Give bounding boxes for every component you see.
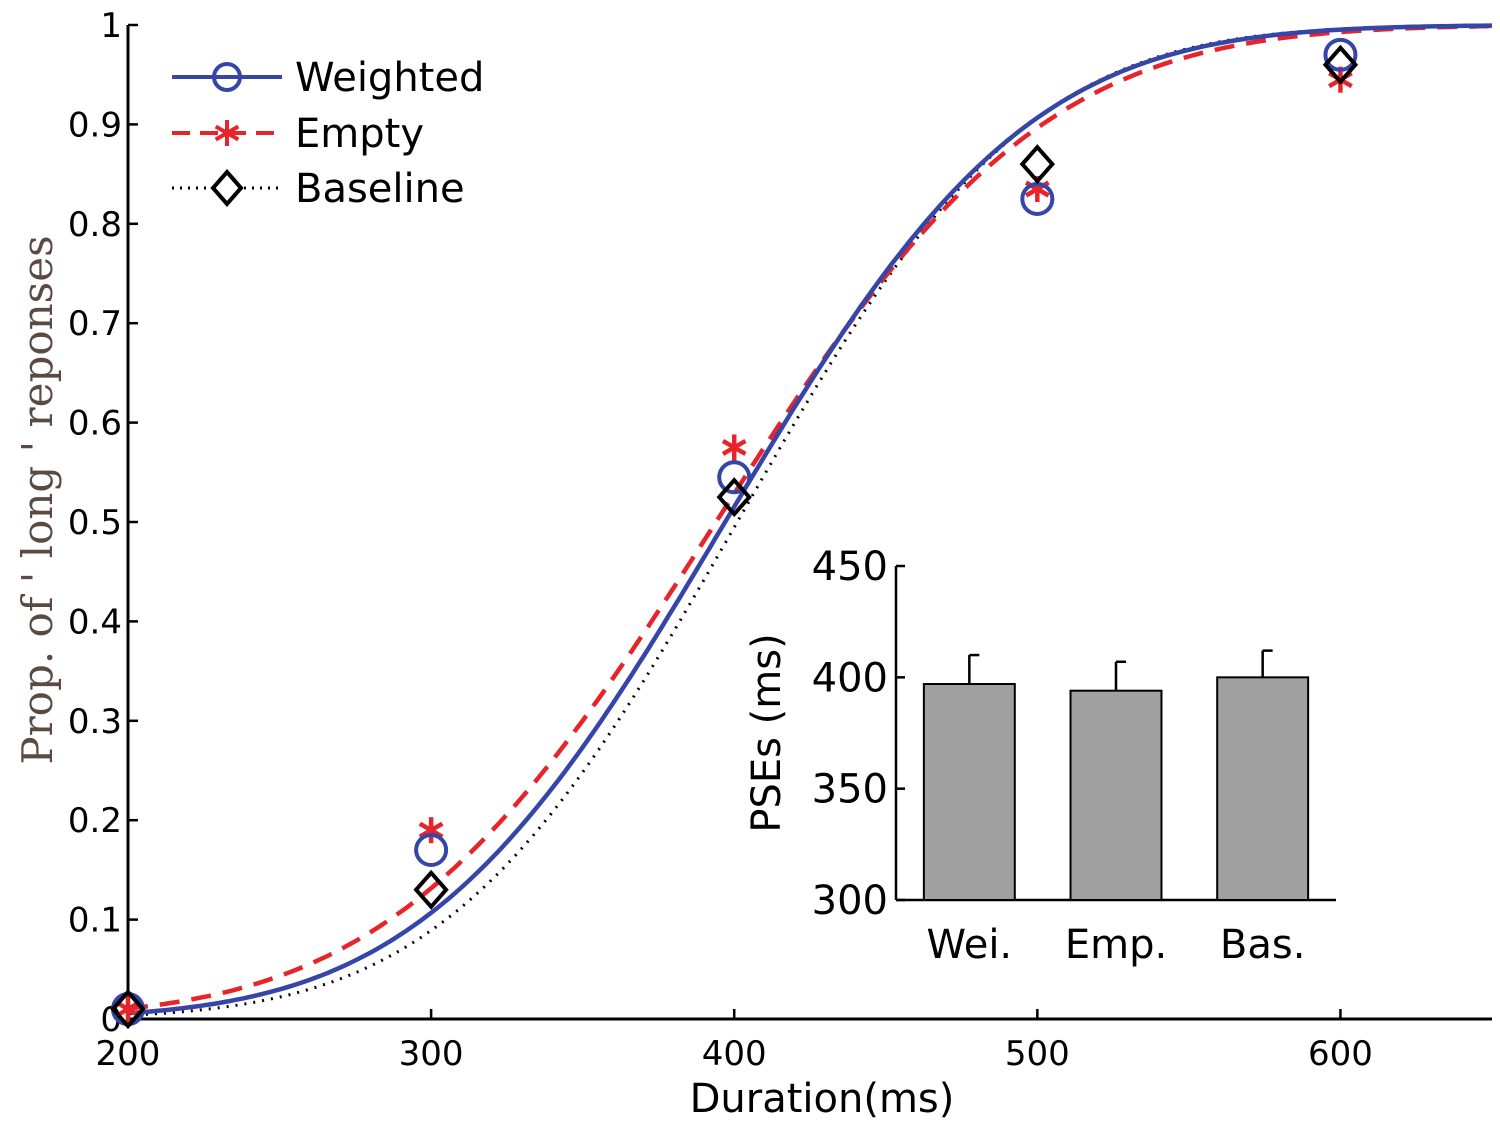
y-tick-label: 0.5 bbox=[68, 503, 122, 543]
marker-baseline bbox=[1322, 44, 1359, 85]
marker-empty bbox=[418, 817, 444, 844]
inset-x-label: Wei. bbox=[927, 922, 1013, 968]
y-tick-label: 0.1 bbox=[68, 901, 122, 941]
inset-y-tick-label: 450 bbox=[812, 544, 888, 590]
x-ticks: 200 300 400 500 600 bbox=[96, 1009, 1373, 1074]
inset-x-label: Emp. bbox=[1065, 922, 1167, 968]
inset-y-tick-label: 400 bbox=[812, 655, 888, 701]
y-axis-label: Prop. of ' long ' reponses bbox=[13, 235, 62, 764]
legend-entry-empty: Empty bbox=[172, 111, 424, 157]
marker-empty-stroke bbox=[115, 1000, 141, 1018]
inset-y-tick-label: 350 bbox=[812, 767, 888, 813]
inset-bars bbox=[922, 649, 1310, 902]
bar-bas bbox=[1216, 676, 1310, 901]
y-tick-label: 0.7 bbox=[68, 304, 122, 344]
inset-y-axis-label: PSEs (ms) bbox=[744, 633, 790, 832]
marker-empty-stroke bbox=[418, 821, 444, 839]
marker-weighted bbox=[414, 833, 449, 868]
inset-y-tick-label: 300 bbox=[812, 878, 888, 924]
fit-curve-weighted bbox=[127, 23, 1492, 1016]
inset-x-label: Bas. bbox=[1220, 922, 1306, 968]
marker-weighted bbox=[1323, 37, 1358, 72]
marker-empty-stroke bbox=[721, 439, 747, 456]
fit-curves bbox=[127, 23, 1493, 1017]
legend-label-empty: Empty bbox=[295, 111, 424, 157]
legend-entry-baseline: Baseline bbox=[172, 166, 465, 212]
x-tick-label: 600 bbox=[1308, 1034, 1373, 1074]
inset-bar-chart: 300 350 400 450 Wei. Emp. Bas. PSEs (ms) bbox=[744, 544, 1336, 968]
x-tick-label: 500 bbox=[1005, 1034, 1070, 1074]
inset-y-ticks: 300 350 400 450 bbox=[812, 544, 905, 924]
y-ticks: 0 0.1 0.2 0.3 0.4 0.5 0.6 0.7 0.8 0.9 1 bbox=[68, 6, 138, 1040]
y-tick-label: 0.2 bbox=[68, 801, 122, 841]
x-axis-label: Duration(ms) bbox=[690, 1076, 955, 1122]
legend-label-weighted: Weighted bbox=[295, 55, 484, 101]
x-tick-label: 400 bbox=[702, 1034, 767, 1074]
x-tick-label: 200 bbox=[96, 1034, 161, 1074]
marker-baseline bbox=[413, 869, 449, 910]
y-tick-label: 0.9 bbox=[68, 105, 122, 145]
legend-marker-weighted bbox=[212, 62, 242, 92]
legend-label-baseline: Baseline bbox=[295, 166, 465, 212]
y-tick-label: 0.4 bbox=[68, 602, 122, 642]
legend: Weighted Empty Baseline bbox=[172, 55, 484, 212]
data-markers bbox=[110, 37, 1359, 1030]
y-tick-label: 0.6 bbox=[68, 404, 122, 444]
bar-wei bbox=[922, 683, 1016, 901]
legend-marker-empty bbox=[214, 120, 240, 146]
y-tick-label: 0.8 bbox=[68, 205, 122, 245]
marker-baseline bbox=[1019, 144, 1055, 185]
marker-empty bbox=[115, 996, 141, 1023]
y-tick-label: 0.3 bbox=[68, 702, 122, 742]
legend-marker-baseline bbox=[210, 168, 244, 208]
bar-emp bbox=[1069, 689, 1163, 902]
marker-baseline bbox=[716, 477, 752, 518]
y-tick-label: 1 bbox=[100, 6, 122, 46]
inset-x-labels: Wei. Emp. Bas. bbox=[927, 922, 1306, 968]
marker-empty bbox=[721, 434, 747, 461]
marker-weighted bbox=[717, 460, 752, 495]
x-tick-label: 300 bbox=[399, 1034, 464, 1074]
legend-entry-weighted: Weighted bbox=[172, 55, 484, 101]
marker-baseline bbox=[110, 989, 146, 1030]
main-axes: 0 0.1 0.2 0.3 0.4 0.5 0.6 0.7 0.8 0.9 1 200 300 400 5… bbox=[68, 6, 1492, 1074]
y-tick-label: 0 bbox=[100, 1000, 122, 1040]
